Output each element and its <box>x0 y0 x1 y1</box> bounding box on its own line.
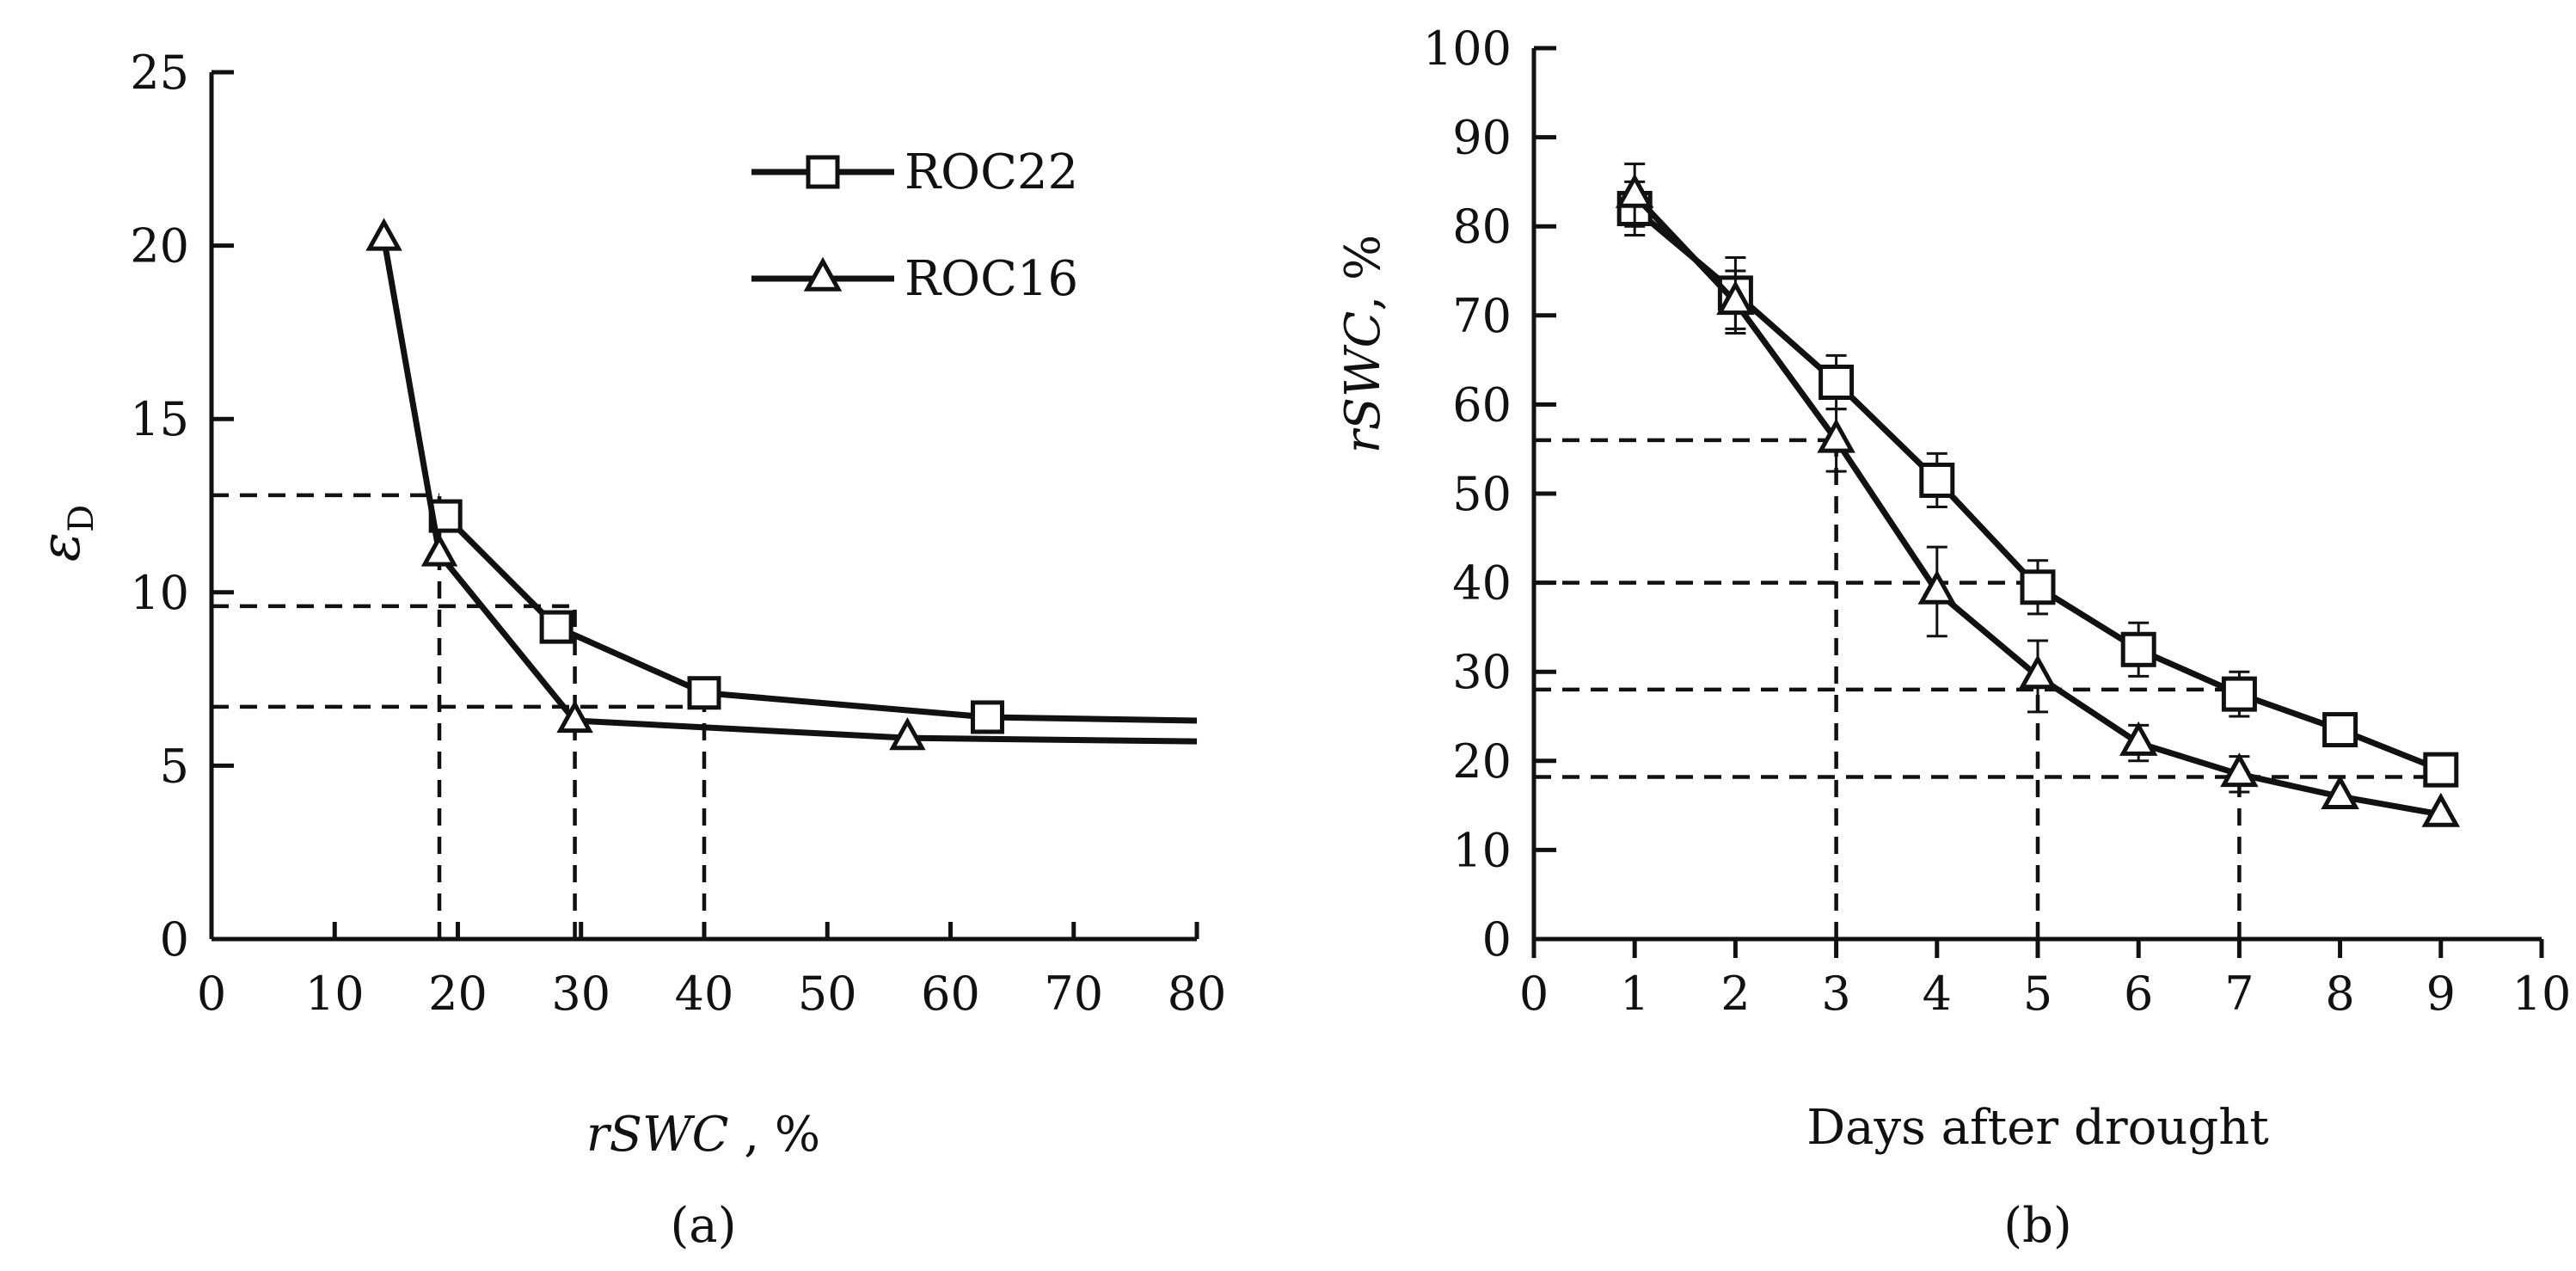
panel-a-axes: 0 5 10 15 20 25 0 10 20 30 40 50 60 70 80 <box>130 46 1226 1021</box>
panel-b-reference-lines <box>1534 438 2441 939</box>
panel-b-y-tick-label-50: 50 <box>1452 467 1512 521</box>
panel-b-x-tick-label-6: 6 <box>2124 967 2153 1021</box>
panel-a-reference-lines <box>212 493 707 939</box>
panel-a-x-axis-title: rSWC , % <box>586 1107 820 1163</box>
panel-b-y-tick-label-40: 40 <box>1452 556 1512 611</box>
panel-b-x-tick-label-5: 5 <box>2023 967 2052 1021</box>
panel-b-x-tick-label-0: 0 <box>1519 967 1549 1021</box>
panel-a-x-tick-label-80: 80 <box>1168 967 1227 1021</box>
panel-b-x-tick-label-10: 10 <box>2512 967 2572 1021</box>
panel-b-y-tick-label-0: 0 <box>1482 912 1512 967</box>
panel-b-point-roc16-0 <box>1615 173 1654 208</box>
panel-b-y-tick-label-70: 70 <box>1452 289 1512 343</box>
panel-b-point-roc16-3 <box>1917 569 1957 605</box>
panel-a-y-tick-label-20: 20 <box>130 219 189 273</box>
panel-a-point-roc22-2 <box>687 676 721 710</box>
panel-b-point-roc16-5 <box>2119 721 2158 756</box>
panel-b-x-tick-label-4: 4 <box>1923 967 1952 1021</box>
panel-b-y-tick-label-10: 10 <box>1452 823 1512 877</box>
panel-b-point-roc16-4 <box>2018 654 2058 690</box>
panel-b-y-tick-label-20: 20 <box>1452 734 1512 789</box>
panel-a-point-roc16-2 <box>556 699 593 734</box>
panel-a-x-axis-title-italic: rSWC <box>586 1107 729 1163</box>
panel-a-x-tick-label-30: 30 <box>551 967 610 1021</box>
panel-a-y-tick-label-5: 5 <box>160 739 189 793</box>
panel-b-point-roc22-5 <box>2120 631 2156 667</box>
legend-label-roc16: ROC16 <box>905 251 1078 307</box>
panel-b-series <box>1615 163 2461 827</box>
panel-a-y-tick-label-25: 25 <box>130 46 189 100</box>
panel-b-point-roc16-7 <box>2321 775 2359 810</box>
panel-a-x-tick-label-0: 0 <box>197 967 226 1021</box>
panel-b-y-tick-label-60: 60 <box>1452 378 1512 432</box>
panel-b-x-tick-label-9: 9 <box>2426 967 2456 1021</box>
panel-a-label: (a) <box>670 1198 736 1254</box>
panel-a-y-axis-title-subscript: D <box>62 505 101 532</box>
panel-b-y-tick-label-30: 30 <box>1452 645 1512 699</box>
panel-b-x-tick-label-3: 3 <box>1821 967 1850 1021</box>
panel-a-x-tick-label-40: 40 <box>675 967 734 1021</box>
panel-b-y-tick-label-80: 80 <box>1452 200 1512 254</box>
panel-b-y-tick-label-90: 90 <box>1452 111 1512 165</box>
panel-b-x-tick-label-2: 2 <box>1720 967 1750 1021</box>
panel-b-point-roc22-8 <box>2423 752 2459 788</box>
panel-a-x-tick-label-60: 60 <box>921 967 980 1021</box>
panel-b-rswc-chart: 0 10 20 30 40 50 60 70 80 90 100 0 1 2 3 4 5 6 7 8 9 10 rSWC,… <box>1335 21 2571 1254</box>
panel-b-x-tick-label-8: 8 <box>2325 967 2354 1021</box>
panel-b-point-roc22-4 <box>2020 569 2056 605</box>
panel-a-y-tick-label-15: 15 <box>130 392 189 446</box>
panel-a-point-roc16-0 <box>365 218 402 251</box>
panel-a-y-tick-label-10: 10 <box>130 566 189 620</box>
panel-a-point-roc22-1 <box>539 610 573 644</box>
panel-b-point-roc22-7 <box>2322 712 2358 748</box>
panel-a-y-axis-title-epsilon: ε <box>29 532 93 562</box>
panel-b-label: (b) <box>2003 1198 2072 1254</box>
panel-b-x-tick-label-1: 1 <box>1620 967 1649 1021</box>
panel-b-point-roc22-3 <box>1919 462 1955 498</box>
panel-a-y-tick-label-0: 0 <box>160 912 189 967</box>
panel-a-series-line-roc16 <box>381 237 1198 745</box>
panel-b-y-axis-title-unit: , % <box>1335 235 1391 311</box>
legend-marker-roc22 <box>806 155 840 189</box>
panel-b-point-roc16-8 <box>2421 792 2461 827</box>
panel-b-y-axis-title: rSWC, % <box>1335 235 1391 453</box>
panel-b-x-axis-title: Days after drought <box>1806 1100 2269 1156</box>
panel-a-y-axis-title: εD <box>29 505 101 562</box>
panel-a-x-axis-title-unit: , % <box>728 1107 820 1163</box>
panel-b-x-tick-label-7: 7 <box>2224 967 2254 1021</box>
panel-b-point-roc16-1 <box>1716 280 1755 316</box>
panel-a-point-roc16-1 <box>420 533 458 567</box>
panel-a-point-roc22-3 <box>970 700 1004 734</box>
panel-a-x-tick-label-50: 50 <box>798 967 857 1021</box>
panel-b-y-axis-title-italic: rSWC <box>1335 311 1391 454</box>
legend-marker-roc16 <box>803 256 843 292</box>
panel-b-axes: 0 10 20 30 40 50 60 70 80 90 100 0 1 2 3 4 5 6 7 8 9 10 <box>1423 21 2571 1021</box>
panel-a-legend: ROC22 ROC16 <box>751 144 1078 307</box>
panel-a-point-roc16-3 <box>889 717 926 751</box>
panel-a-x-tick-label-70: 70 <box>1044 967 1103 1021</box>
panel-b-point-roc22-6 <box>2221 676 2257 712</box>
legend-label-roc22: ROC22 <box>905 144 1078 200</box>
panel-a-x-tick-label-20: 20 <box>428 967 488 1021</box>
panel-b-y-tick-label-100: 100 <box>1423 21 1512 76</box>
panel-b-point-roc16-2 <box>1817 418 1855 453</box>
panel-b-point-roc16-6 <box>2220 752 2259 788</box>
panel-a-series <box>365 218 1198 751</box>
panel-a-x-tick-label-10: 10 <box>305 967 365 1021</box>
panel-b-point-roc22-2 <box>1819 365 1855 400</box>
